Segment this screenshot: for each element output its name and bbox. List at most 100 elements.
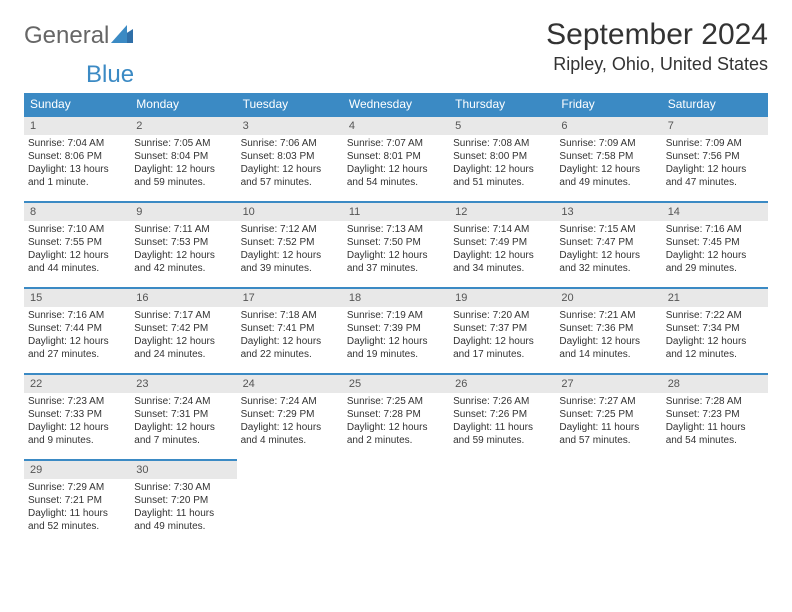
- day-number: 10: [237, 201, 343, 221]
- daylight-text: Daylight: 12 hours and 34 minutes.: [453, 249, 551, 275]
- brand-part2-wrap: Blue: [86, 61, 792, 89]
- sunset-text: Sunset: 8:01 PM: [347, 150, 445, 163]
- sunrise-text: Sunrise: 7:24 AM: [134, 395, 232, 408]
- daylight-text: Daylight: 12 hours and 51 minutes.: [453, 163, 551, 189]
- day-number: 30: [130, 459, 236, 479]
- day-number: 21: [662, 287, 768, 307]
- day-header: Wednesday: [343, 93, 449, 115]
- calendar-cell: 2Sunrise: 7:05 AMSunset: 8:04 PMDaylight…: [130, 115, 236, 201]
- brand-part2: Blue: [86, 61, 134, 88]
- day-body: Sunrise: 7:10 AMSunset: 7:55 PMDaylight:…: [28, 221, 126, 275]
- sunset-text: Sunset: 7:29 PM: [241, 408, 339, 421]
- daylight-text: Daylight: 12 hours and 9 minutes.: [28, 421, 126, 447]
- sunset-text: Sunset: 7:36 PM: [559, 322, 657, 335]
- calendar-cell: 21Sunrise: 7:22 AMSunset: 7:34 PMDayligh…: [662, 287, 768, 373]
- calendar-cell: 18Sunrise: 7:19 AMSunset: 7:39 PMDayligh…: [343, 287, 449, 373]
- calendar-row: 22Sunrise: 7:23 AMSunset: 7:33 PMDayligh…: [24, 373, 768, 459]
- day-number: 14: [662, 201, 768, 221]
- day-number: 24: [237, 373, 343, 393]
- day-number: 16: [130, 287, 236, 307]
- day-body: Sunrise: 7:25 AMSunset: 7:28 PMDaylight:…: [347, 393, 445, 447]
- day-number: 20: [555, 287, 661, 307]
- calendar-cell: 4Sunrise: 7:07 AMSunset: 8:01 PMDaylight…: [343, 115, 449, 201]
- day-header: Sunday: [24, 93, 130, 115]
- calendar-cell: 11Sunrise: 7:13 AMSunset: 7:50 PMDayligh…: [343, 201, 449, 287]
- day-number: 2: [130, 115, 236, 135]
- calendar-cell: 15Sunrise: 7:16 AMSunset: 7:44 PMDayligh…: [24, 287, 130, 373]
- calendar-cell: 12Sunrise: 7:14 AMSunset: 7:49 PMDayligh…: [449, 201, 555, 287]
- sunrise-text: Sunrise: 7:09 AM: [559, 137, 657, 150]
- sunset-text: Sunset: 7:20 PM: [134, 494, 232, 507]
- day-header: Monday: [130, 93, 236, 115]
- daylight-text: Daylight: 12 hours and 17 minutes.: [453, 335, 551, 361]
- calendar-cell: 22Sunrise: 7:23 AMSunset: 7:33 PMDayligh…: [24, 373, 130, 459]
- day-number: 26: [449, 373, 555, 393]
- sunrise-text: Sunrise: 7:26 AM: [453, 395, 551, 408]
- sunrise-text: Sunrise: 7:15 AM: [559, 223, 657, 236]
- day-body: Sunrise: 7:23 AMSunset: 7:33 PMDaylight:…: [28, 393, 126, 447]
- sunrise-text: Sunrise: 7:21 AM: [559, 309, 657, 322]
- brand-part1: General: [24, 22, 109, 50]
- calendar-cell: 28Sunrise: 7:28 AMSunset: 7:23 PMDayligh…: [662, 373, 768, 459]
- daylight-text: Daylight: 11 hours and 52 minutes.: [28, 507, 126, 533]
- sunrise-text: Sunrise: 7:22 AM: [666, 309, 764, 322]
- daylight-text: Daylight: 12 hours and 27 minutes.: [28, 335, 126, 361]
- day-number: 23: [130, 373, 236, 393]
- sunset-text: Sunset: 7:52 PM: [241, 236, 339, 249]
- day-body: Sunrise: 7:14 AMSunset: 7:49 PMDaylight:…: [453, 221, 551, 275]
- calendar-cell: [555, 459, 661, 545]
- day-body: Sunrise: 7:22 AMSunset: 7:34 PMDaylight:…: [666, 307, 764, 361]
- calendar-cell: [662, 459, 768, 545]
- sunset-text: Sunset: 7:56 PM: [666, 150, 764, 163]
- day-number: 1: [24, 115, 130, 135]
- sunrise-text: Sunrise: 7:29 AM: [28, 481, 126, 494]
- day-number: 11: [343, 201, 449, 221]
- sunset-text: Sunset: 7:55 PM: [28, 236, 126, 249]
- day-body: Sunrise: 7:06 AMSunset: 8:03 PMDaylight:…: [241, 135, 339, 189]
- sunset-text: Sunset: 7:47 PM: [559, 236, 657, 249]
- calendar-cell: 14Sunrise: 7:16 AMSunset: 7:45 PMDayligh…: [662, 201, 768, 287]
- calendar-row: 8Sunrise: 7:10 AMSunset: 7:55 PMDaylight…: [24, 201, 768, 287]
- calendar-row: 15Sunrise: 7:16 AMSunset: 7:44 PMDayligh…: [24, 287, 768, 373]
- day-number: 29: [24, 459, 130, 479]
- day-number: 5: [449, 115, 555, 135]
- daylight-text: Daylight: 11 hours and 54 minutes.: [666, 421, 764, 447]
- day-number: 15: [24, 287, 130, 307]
- day-body: Sunrise: 7:16 AMSunset: 7:45 PMDaylight:…: [666, 221, 764, 275]
- sunset-text: Sunset: 7:21 PM: [28, 494, 126, 507]
- sunrise-text: Sunrise: 7:14 AM: [453, 223, 551, 236]
- day-header: Thursday: [449, 93, 555, 115]
- calendar-cell: [343, 459, 449, 545]
- sunrise-text: Sunrise: 7:20 AM: [453, 309, 551, 322]
- day-body: Sunrise: 7:20 AMSunset: 7:37 PMDaylight:…: [453, 307, 551, 361]
- day-number: 12: [449, 201, 555, 221]
- day-body: Sunrise: 7:19 AMSunset: 7:39 PMDaylight:…: [347, 307, 445, 361]
- sunset-text: Sunset: 7:31 PM: [134, 408, 232, 421]
- calendar-cell: 3Sunrise: 7:06 AMSunset: 8:03 PMDaylight…: [237, 115, 343, 201]
- daylight-text: Daylight: 12 hours and 14 minutes.: [559, 335, 657, 361]
- calendar-table: Sunday Monday Tuesday Wednesday Thursday…: [24, 93, 768, 545]
- daylight-text: Daylight: 12 hours and 49 minutes.: [559, 163, 657, 189]
- daylight-text: Daylight: 12 hours and 59 minutes.: [134, 163, 232, 189]
- calendar-cell: 19Sunrise: 7:20 AMSunset: 7:37 PMDayligh…: [449, 287, 555, 373]
- day-body: Sunrise: 7:09 AMSunset: 7:56 PMDaylight:…: [666, 135, 764, 189]
- day-body: Sunrise: 7:17 AMSunset: 7:42 PMDaylight:…: [134, 307, 232, 361]
- day-body: Sunrise: 7:26 AMSunset: 7:26 PMDaylight:…: [453, 393, 551, 447]
- sunset-text: Sunset: 7:25 PM: [559, 408, 657, 421]
- day-header: Tuesday: [237, 93, 343, 115]
- sunset-text: Sunset: 8:03 PM: [241, 150, 339, 163]
- sunset-text: Sunset: 7:28 PM: [347, 408, 445, 421]
- sunrise-text: Sunrise: 7:16 AM: [28, 309, 126, 322]
- daylight-text: Daylight: 12 hours and 7 minutes.: [134, 421, 232, 447]
- day-body: Sunrise: 7:27 AMSunset: 7:25 PMDaylight:…: [559, 393, 657, 447]
- day-body: Sunrise: 7:24 AMSunset: 7:31 PMDaylight:…: [134, 393, 232, 447]
- daylight-text: Daylight: 11 hours and 49 minutes.: [134, 507, 232, 533]
- sunrise-text: Sunrise: 7:19 AM: [347, 309, 445, 322]
- day-number: 28: [662, 373, 768, 393]
- day-number: 7: [662, 115, 768, 135]
- daylight-text: Daylight: 12 hours and 24 minutes.: [134, 335, 232, 361]
- calendar-cell: 24Sunrise: 7:24 AMSunset: 7:29 PMDayligh…: [237, 373, 343, 459]
- day-number: 13: [555, 201, 661, 221]
- sunset-text: Sunset: 7:50 PM: [347, 236, 445, 249]
- day-body: Sunrise: 7:05 AMSunset: 8:04 PMDaylight:…: [134, 135, 232, 189]
